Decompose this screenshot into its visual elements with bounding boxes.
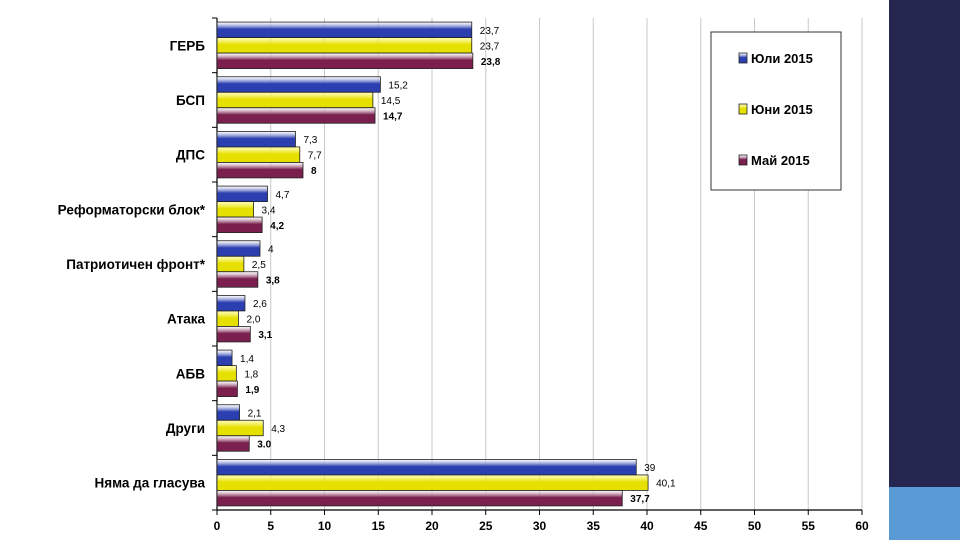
category-label: ГЕРБ bbox=[170, 38, 206, 53]
data-label: 7,7 bbox=[308, 151, 322, 162]
legend: Юли 2015 Юни 2015 Май 2015 bbox=[710, 31, 842, 191]
bar-may bbox=[216, 216, 263, 233]
data-label: 2,5 bbox=[252, 260, 266, 271]
bar-jul bbox=[216, 21, 473, 38]
category-label: Реформаторски блок* bbox=[58, 202, 206, 217]
x-tick-label: 60 bbox=[855, 519, 869, 533]
legend-label: Юли 2015 bbox=[751, 51, 813, 66]
data-label: 15,2 bbox=[388, 81, 408, 92]
x-tick-label: 50 bbox=[748, 519, 762, 533]
bar-may bbox=[216, 326, 251, 343]
x-tick-label: 40 bbox=[640, 519, 654, 533]
x-tick-label: 55 bbox=[802, 519, 816, 533]
legend-label: Май 2015 bbox=[751, 153, 810, 168]
data-label: 3,4 bbox=[262, 205, 276, 216]
data-label: 23,7 bbox=[480, 26, 500, 37]
data-label: 3.0 bbox=[257, 440, 271, 451]
x-tick-label: 25 bbox=[479, 519, 493, 533]
category-label: Патриотичен фронт* bbox=[66, 257, 206, 272]
data-label: 14,7 bbox=[383, 112, 403, 123]
bar-jul bbox=[216, 459, 637, 476]
x-tick-label: 30 bbox=[533, 519, 547, 533]
category-label: Няма да гласува bbox=[94, 476, 205, 491]
bar-jun bbox=[216, 201, 254, 218]
data-label: 4,2 bbox=[270, 221, 284, 232]
data-label: 3,1 bbox=[258, 330, 272, 341]
bar-jul bbox=[216, 131, 296, 148]
bar-chart: 0 5 10 15 20 25 30 35 40 45 50 55 60 ГЕРБ 23,7 23,7 23,8… bbox=[58, 17, 869, 533]
legend-swatch bbox=[738, 103, 748, 115]
data-label: 39 bbox=[644, 463, 656, 474]
bar-jul bbox=[216, 404, 240, 421]
data-label: 1,9 bbox=[245, 385, 259, 396]
bar-jul bbox=[216, 76, 381, 93]
category-label: Други bbox=[166, 421, 205, 436]
data-label: 4,7 bbox=[276, 190, 290, 201]
x-tick-label: 15 bbox=[372, 519, 386, 533]
bar-jul bbox=[216, 295, 246, 312]
data-label: 1,8 bbox=[244, 369, 258, 380]
data-label: 1,4 bbox=[240, 354, 254, 365]
bar-may bbox=[216, 380, 238, 397]
bar-jun bbox=[216, 146, 301, 163]
data-label: 8 bbox=[311, 166, 317, 177]
bar-may bbox=[216, 52, 474, 69]
legend-box bbox=[710, 31, 842, 191]
slide-side-accent bbox=[889, 487, 960, 540]
bar-jul bbox=[216, 185, 268, 202]
bar-may bbox=[216, 490, 623, 507]
data-label: 2,6 bbox=[253, 299, 267, 310]
x-tick-label: 10 bbox=[318, 519, 332, 533]
x-tick-label: 35 bbox=[587, 519, 601, 533]
x-tick-label: 5 bbox=[267, 519, 274, 533]
data-label: 2,1 bbox=[248, 409, 262, 420]
data-label: 40,1 bbox=[656, 479, 676, 490]
bar-may bbox=[216, 271, 259, 288]
category-label: АБВ bbox=[176, 366, 205, 381]
bar-may bbox=[216, 107, 376, 124]
bar-jun bbox=[216, 310, 239, 327]
data-label: 4,3 bbox=[271, 424, 285, 435]
slide-side-band bbox=[889, 0, 960, 540]
legend-swatch bbox=[738, 52, 748, 64]
data-label: 37,7 bbox=[630, 494, 650, 505]
category-label: Атака bbox=[167, 312, 205, 327]
bar-jun bbox=[216, 91, 374, 109]
x-tick-label: 45 bbox=[694, 519, 708, 533]
category-label: ДПС bbox=[176, 148, 205, 163]
legend-label: Юни 2015 bbox=[751, 102, 813, 117]
bar-jun bbox=[216, 474, 649, 491]
bar-jun bbox=[216, 255, 245, 273]
data-label: 14,5 bbox=[381, 96, 401, 107]
x-tick-label: 20 bbox=[425, 519, 439, 533]
data-label: 2,0 bbox=[247, 315, 261, 326]
bar-jul bbox=[216, 240, 261, 257]
bar-may bbox=[216, 162, 304, 179]
bar-jun bbox=[216, 365, 237, 382]
bar-jun bbox=[216, 37, 473, 54]
data-label: 3,8 bbox=[266, 276, 280, 287]
bar-jun bbox=[216, 419, 264, 437]
bar-jul bbox=[216, 349, 233, 366]
data-label: 23,7 bbox=[480, 41, 500, 52]
bar-may bbox=[216, 435, 250, 452]
legend-swatch bbox=[738, 154, 748, 166]
category-label: БСП bbox=[176, 93, 205, 108]
x-tick-label: 0 bbox=[214, 519, 221, 533]
data-label: 4 bbox=[268, 245, 274, 256]
data-label: 23,8 bbox=[481, 57, 501, 68]
data-label: 7,3 bbox=[303, 135, 317, 146]
